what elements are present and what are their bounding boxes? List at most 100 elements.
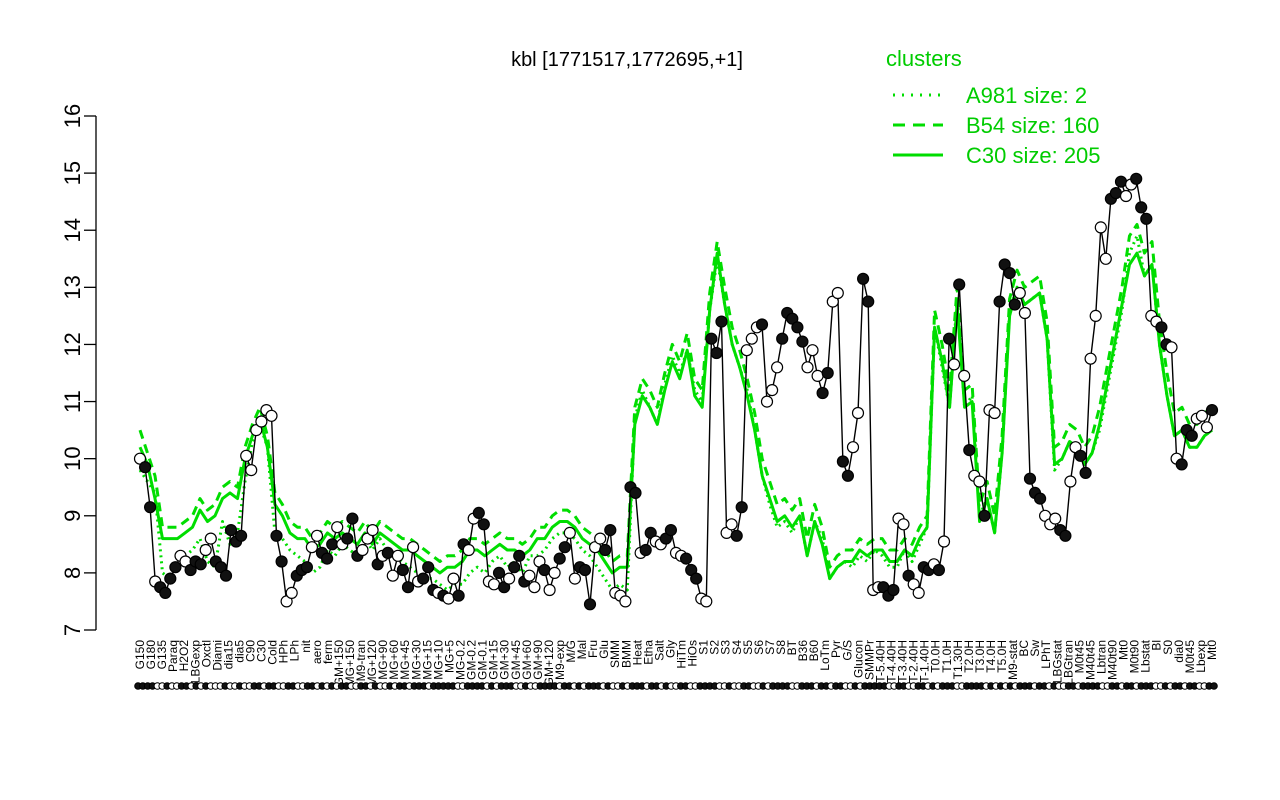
- data-point: [664, 523, 678, 537]
- legend-title: clusters: [886, 46, 962, 71]
- x-tick-label: LPhT: [1039, 639, 1053, 668]
- y-tick-label: 12: [60, 332, 85, 356]
- x-tick-label: GM+45: [509, 640, 523, 680]
- x-tick-label: Diami: [210, 640, 224, 671]
- x-tick-label: G135: [155, 640, 169, 670]
- data-point: [604, 523, 617, 537]
- data-point: [978, 509, 991, 522]
- data-point: [346, 512, 359, 525]
- data-point: [472, 506, 485, 520]
- data-point: [462, 543, 475, 557]
- data-point: [735, 501, 748, 514]
- data-point: [841, 469, 855, 482]
- data-point: [396, 563, 409, 577]
- data-point: [1074, 449, 1087, 462]
- x-tick-label: MG+30: [409, 640, 423, 680]
- data-point: [1114, 175, 1128, 188]
- data-point: [801, 361, 814, 374]
- data-point: [953, 278, 966, 291]
- x-tick-label: M40t90: [1106, 640, 1120, 680]
- x-tick-label: GM+120: [542, 640, 556, 687]
- x-tick-label: dia5: [233, 640, 247, 663]
- data-point: [594, 532, 607, 545]
- data-point: [326, 538, 339, 551]
- data-point: [760, 395, 774, 408]
- data-point: [401, 581, 415, 594]
- data-point: [583, 598, 597, 611]
- data-point: [422, 561, 435, 574]
- data-point: [578, 563, 592, 577]
- data-point: [932, 563, 946, 577]
- data-point: [973, 475, 986, 488]
- x-tick-label: M0t90: [1128, 640, 1142, 674]
- data-point: [366, 523, 379, 537]
- data-point: [715, 315, 728, 328]
- x-tick-label: S2: [708, 640, 722, 655]
- x-tick-label: M40t45: [1083, 640, 1097, 680]
- data-point: [765, 384, 779, 397]
- legend-label-c30: C30 size: 205: [966, 143, 1101, 168]
- x-tick-label: H2O2: [177, 640, 191, 672]
- x-tick-label: HPh: [277, 640, 291, 663]
- x-tick-label: dia15: [221, 640, 235, 670]
- x-tick-label: Bl: [1150, 640, 1164, 651]
- data-point: [887, 583, 900, 597]
- x-tick-label: MG+60: [387, 640, 401, 680]
- data-point: [164, 572, 177, 585]
- data-point: [305, 541, 318, 554]
- x-tick-label: T-3.40H: [896, 640, 910, 683]
- data-point: [492, 566, 506, 580]
- data-point: [816, 386, 829, 400]
- chart-title: kbl [1771517,1772695,+1]: [511, 49, 743, 71]
- x-tick-label: M9-tran: [354, 640, 368, 681]
- data-point: [745, 332, 758, 345]
- data-point: [856, 272, 870, 285]
- data-point: [558, 541, 571, 554]
- x-tick-label: MG+15: [420, 640, 434, 680]
- data-point: [341, 532, 354, 545]
- data-point: [776, 332, 789, 345]
- data-point: [1205, 404, 1219, 417]
- x-tick-label: Lbexp: [1194, 640, 1208, 673]
- x-tick-label: Salt: [652, 639, 666, 660]
- data-point: [1135, 201, 1148, 214]
- data-point: [331, 521, 344, 534]
- x-tick-label: BC: [1017, 640, 1031, 657]
- data-point: [321, 552, 334, 565]
- y-tick-label: 8: [60, 567, 85, 579]
- x-tick-label: Pyr: [829, 640, 843, 658]
- legend-label-a981: A981 size: 2: [966, 83, 1087, 108]
- data-point: [452, 589, 465, 602]
- data-point: [963, 444, 976, 457]
- data-point: [553, 552, 566, 565]
- data-point: [224, 523, 238, 537]
- x-tick-label: S4: [730, 640, 744, 655]
- x-tick-label: M9-exp: [553, 640, 567, 680]
- data-point: [770, 361, 784, 374]
- legend-label-b54: B54 size: 160: [966, 113, 1099, 138]
- data-point: [755, 318, 769, 331]
- data-point: [563, 526, 576, 540]
- data-point: [235, 529, 248, 542]
- data-point: [381, 546, 394, 560]
- x-tick-label: Glu: [597, 640, 611, 659]
- data-point: [310, 529, 324, 542]
- x-tick-label: GM+60: [520, 640, 534, 680]
- x-tick-label: Mt0: [1117, 640, 1131, 660]
- data-point: [240, 449, 253, 462]
- data-point: [356, 543, 369, 557]
- data-point: [245, 464, 258, 477]
- x-tick-label: BMM: [619, 640, 633, 668]
- x-tick-label: Paraq: [166, 640, 180, 672]
- x-tick-label: SMMPr: [862, 640, 876, 680]
- data-point: [791, 321, 804, 334]
- x-tick-label: LPh: [288, 640, 302, 661]
- data-point: [513, 549, 526, 562]
- data-point: [1013, 286, 1026, 300]
- x-tick-label: GM-0.1: [476, 640, 490, 680]
- data-point: [1165, 341, 1178, 354]
- x-tick-label: G150: [133, 640, 147, 670]
- x-tick-label: Fru: [586, 640, 600, 658]
- data-point: [725, 518, 738, 531]
- x-tick-label: GM+150: [332, 640, 346, 687]
